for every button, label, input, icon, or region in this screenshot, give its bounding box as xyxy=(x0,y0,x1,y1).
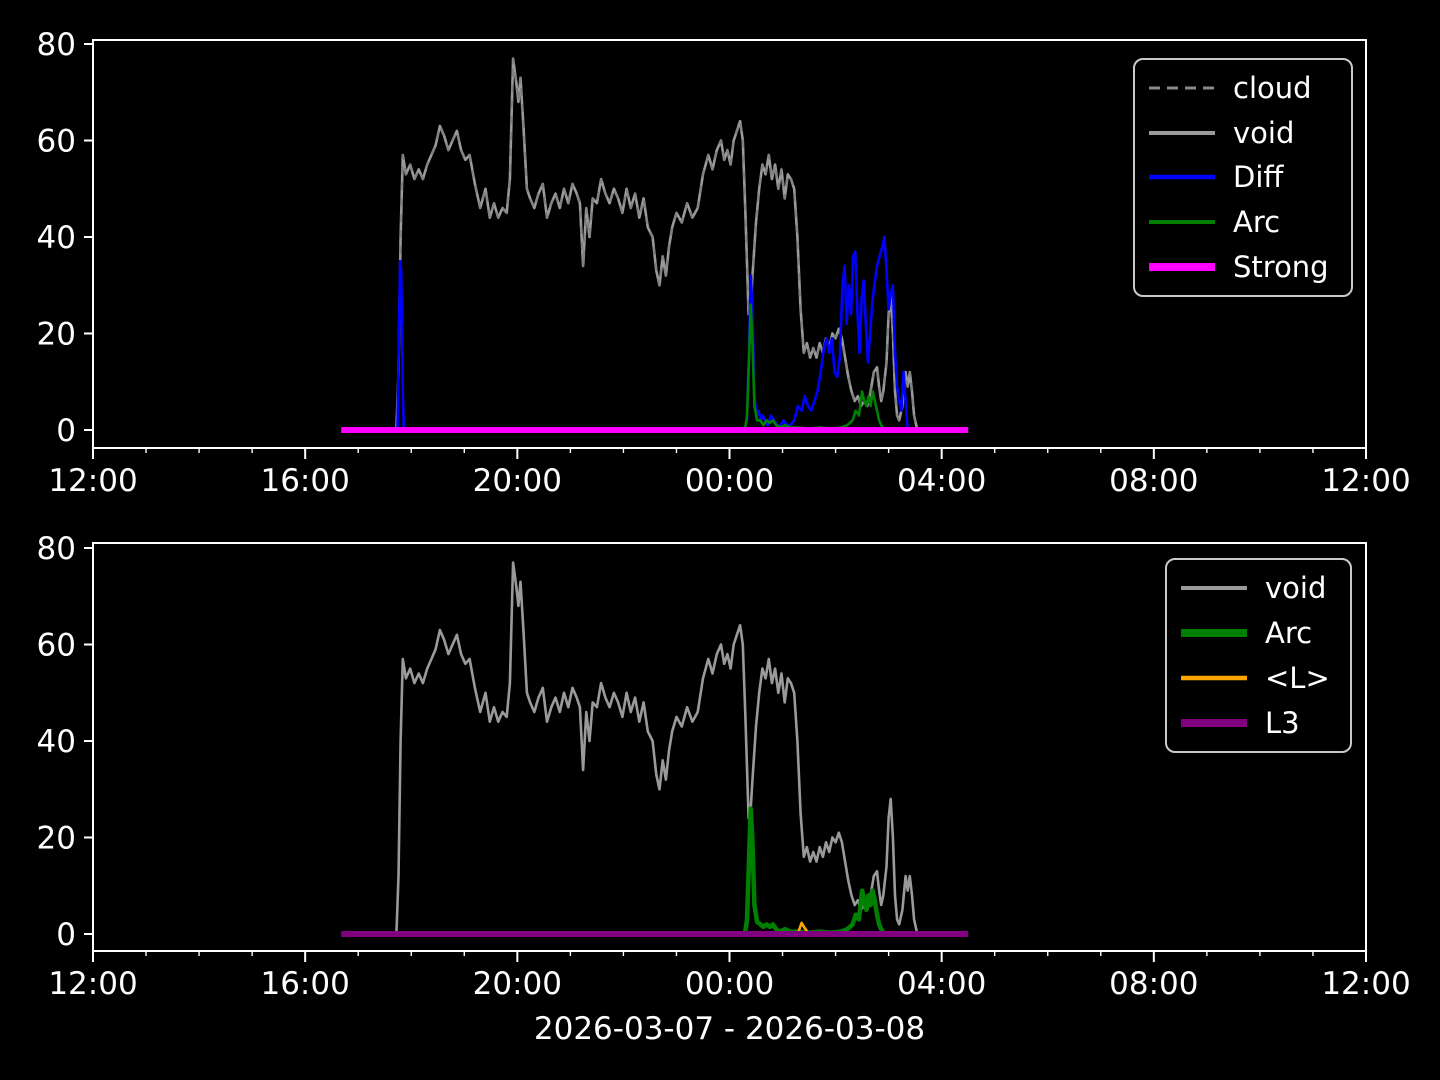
x-tick-label: 12:00 xyxy=(1321,966,1410,1002)
legend-line-swatch xyxy=(1181,586,1247,591)
legend-item-void: void xyxy=(1167,571,1350,605)
y-tick-label: 40 xyxy=(37,220,76,256)
x-tick-label: 08:00 xyxy=(1109,966,1198,1002)
x-tick-label: 04:00 xyxy=(897,463,986,499)
series-void xyxy=(395,57,919,431)
x-tick-label: 08:00 xyxy=(1109,463,1198,499)
legend-line-swatch xyxy=(1149,262,1215,271)
legend-item-cloud: cloud xyxy=(1135,71,1351,105)
y-tick-label: 60 xyxy=(37,124,76,160)
y-tick-label: 60 xyxy=(37,628,76,664)
x-tick-label: 12:00 xyxy=(48,463,137,499)
legend-item-arc: Arc xyxy=(1167,616,1350,650)
legend-label: <L> xyxy=(1265,660,1330,695)
legend-item-l: <L> xyxy=(1167,661,1350,695)
legend-item-void: void xyxy=(1135,116,1351,150)
legend-label: L3 xyxy=(1265,705,1300,740)
legend-label: void xyxy=(1265,571,1327,606)
legend-label: cloud xyxy=(1233,71,1312,106)
x-tick-label: 12:00 xyxy=(1321,463,1410,499)
series-void xyxy=(395,561,919,935)
legend-line-swatch xyxy=(1149,86,1215,90)
legend-line-swatch xyxy=(1149,175,1215,180)
legend-label: void xyxy=(1233,115,1295,150)
y-tick-label: 80 xyxy=(37,27,76,63)
legend-label: Diff xyxy=(1233,160,1284,195)
y-tick-label: 20 xyxy=(37,821,76,857)
legend-line-swatch xyxy=(1149,130,1215,135)
legend-bottom: void Arc <L> L3 xyxy=(1165,558,1352,753)
legend-top: cloud void Diff Arc Strong xyxy=(1133,58,1353,297)
legend-line-swatch xyxy=(1181,675,1247,681)
x-tick-label: 16:00 xyxy=(260,463,349,499)
legend-line-swatch xyxy=(1181,718,1247,727)
y-tick-label: 80 xyxy=(37,531,76,567)
legend-item-arc: Arc xyxy=(1135,205,1351,239)
legend-label: Arc xyxy=(1265,616,1313,651)
x-tick-label: 00:00 xyxy=(685,966,774,1002)
x-tick-label: 00:00 xyxy=(685,463,774,499)
legend-label: Strong xyxy=(1233,249,1329,284)
series-cloud xyxy=(395,57,919,431)
x-tick-label: 20:00 xyxy=(473,966,562,1002)
x-tick-label: 12:00 xyxy=(48,966,137,1002)
legend-item-l3: L3 xyxy=(1167,706,1350,740)
y-tick-label: 0 xyxy=(56,917,76,953)
series-arc xyxy=(743,303,886,431)
x-tick-label: 04:00 xyxy=(897,966,986,1002)
legend-item-strong: Strong xyxy=(1135,250,1351,284)
legend-label: Arc xyxy=(1233,205,1281,240)
legend-line-swatch xyxy=(1149,220,1215,225)
y-tick-label: 20 xyxy=(37,317,76,353)
y-tick-label: 40 xyxy=(37,724,76,760)
series-arc xyxy=(742,806,887,936)
x-tick-label: 20:00 xyxy=(473,463,562,499)
x-tick-label: 16:00 xyxy=(260,966,349,1002)
x-axis-label: 2026-03-07 - 2026-03-08 xyxy=(533,1011,926,1047)
legend-line-swatch xyxy=(1181,629,1247,638)
legend-item-diff: Diff xyxy=(1135,160,1351,194)
y-tick-label: 0 xyxy=(56,413,76,449)
